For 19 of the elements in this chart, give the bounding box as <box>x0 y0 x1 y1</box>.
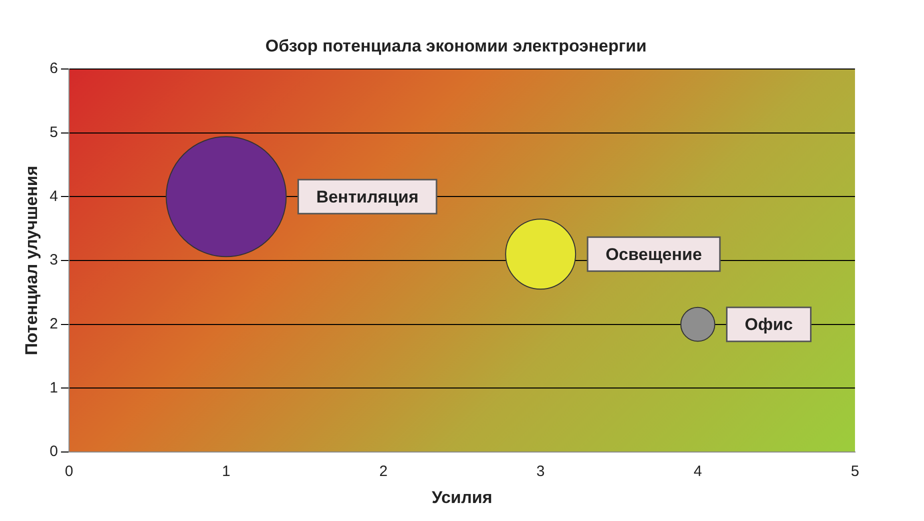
y-tick-label: 3 <box>50 252 58 269</box>
y-axis-title: Потенциал улучшения <box>22 166 42 356</box>
x-tick-label: 2 <box>379 463 388 480</box>
y-tick-label: 2 <box>50 315 58 332</box>
x-tick-label: 0 <box>64 463 74 480</box>
y-tick-label: 6 <box>50 60 58 78</box>
y-tick-label: 5 <box>50 124 58 141</box>
x-tick-label: 5 <box>850 463 860 480</box>
x-axis-title: Усилия <box>432 488 492 507</box>
series-label: Офис <box>744 315 793 334</box>
y-tick-label: 4 <box>50 188 58 205</box>
x-tick-label: 3 <box>536 463 545 480</box>
x-tick-label: 1 <box>222 463 230 480</box>
series-label: Освещение <box>606 244 702 264</box>
chart-title: Обзор потенциала экономии электроэнергии <box>265 36 647 56</box>
series-label: Вентиляция <box>316 187 419 206</box>
x-tick-label: 4 <box>694 463 702 480</box>
y-tick-label: 1 <box>50 379 58 396</box>
y-tick-label: 0 <box>50 443 58 460</box>
